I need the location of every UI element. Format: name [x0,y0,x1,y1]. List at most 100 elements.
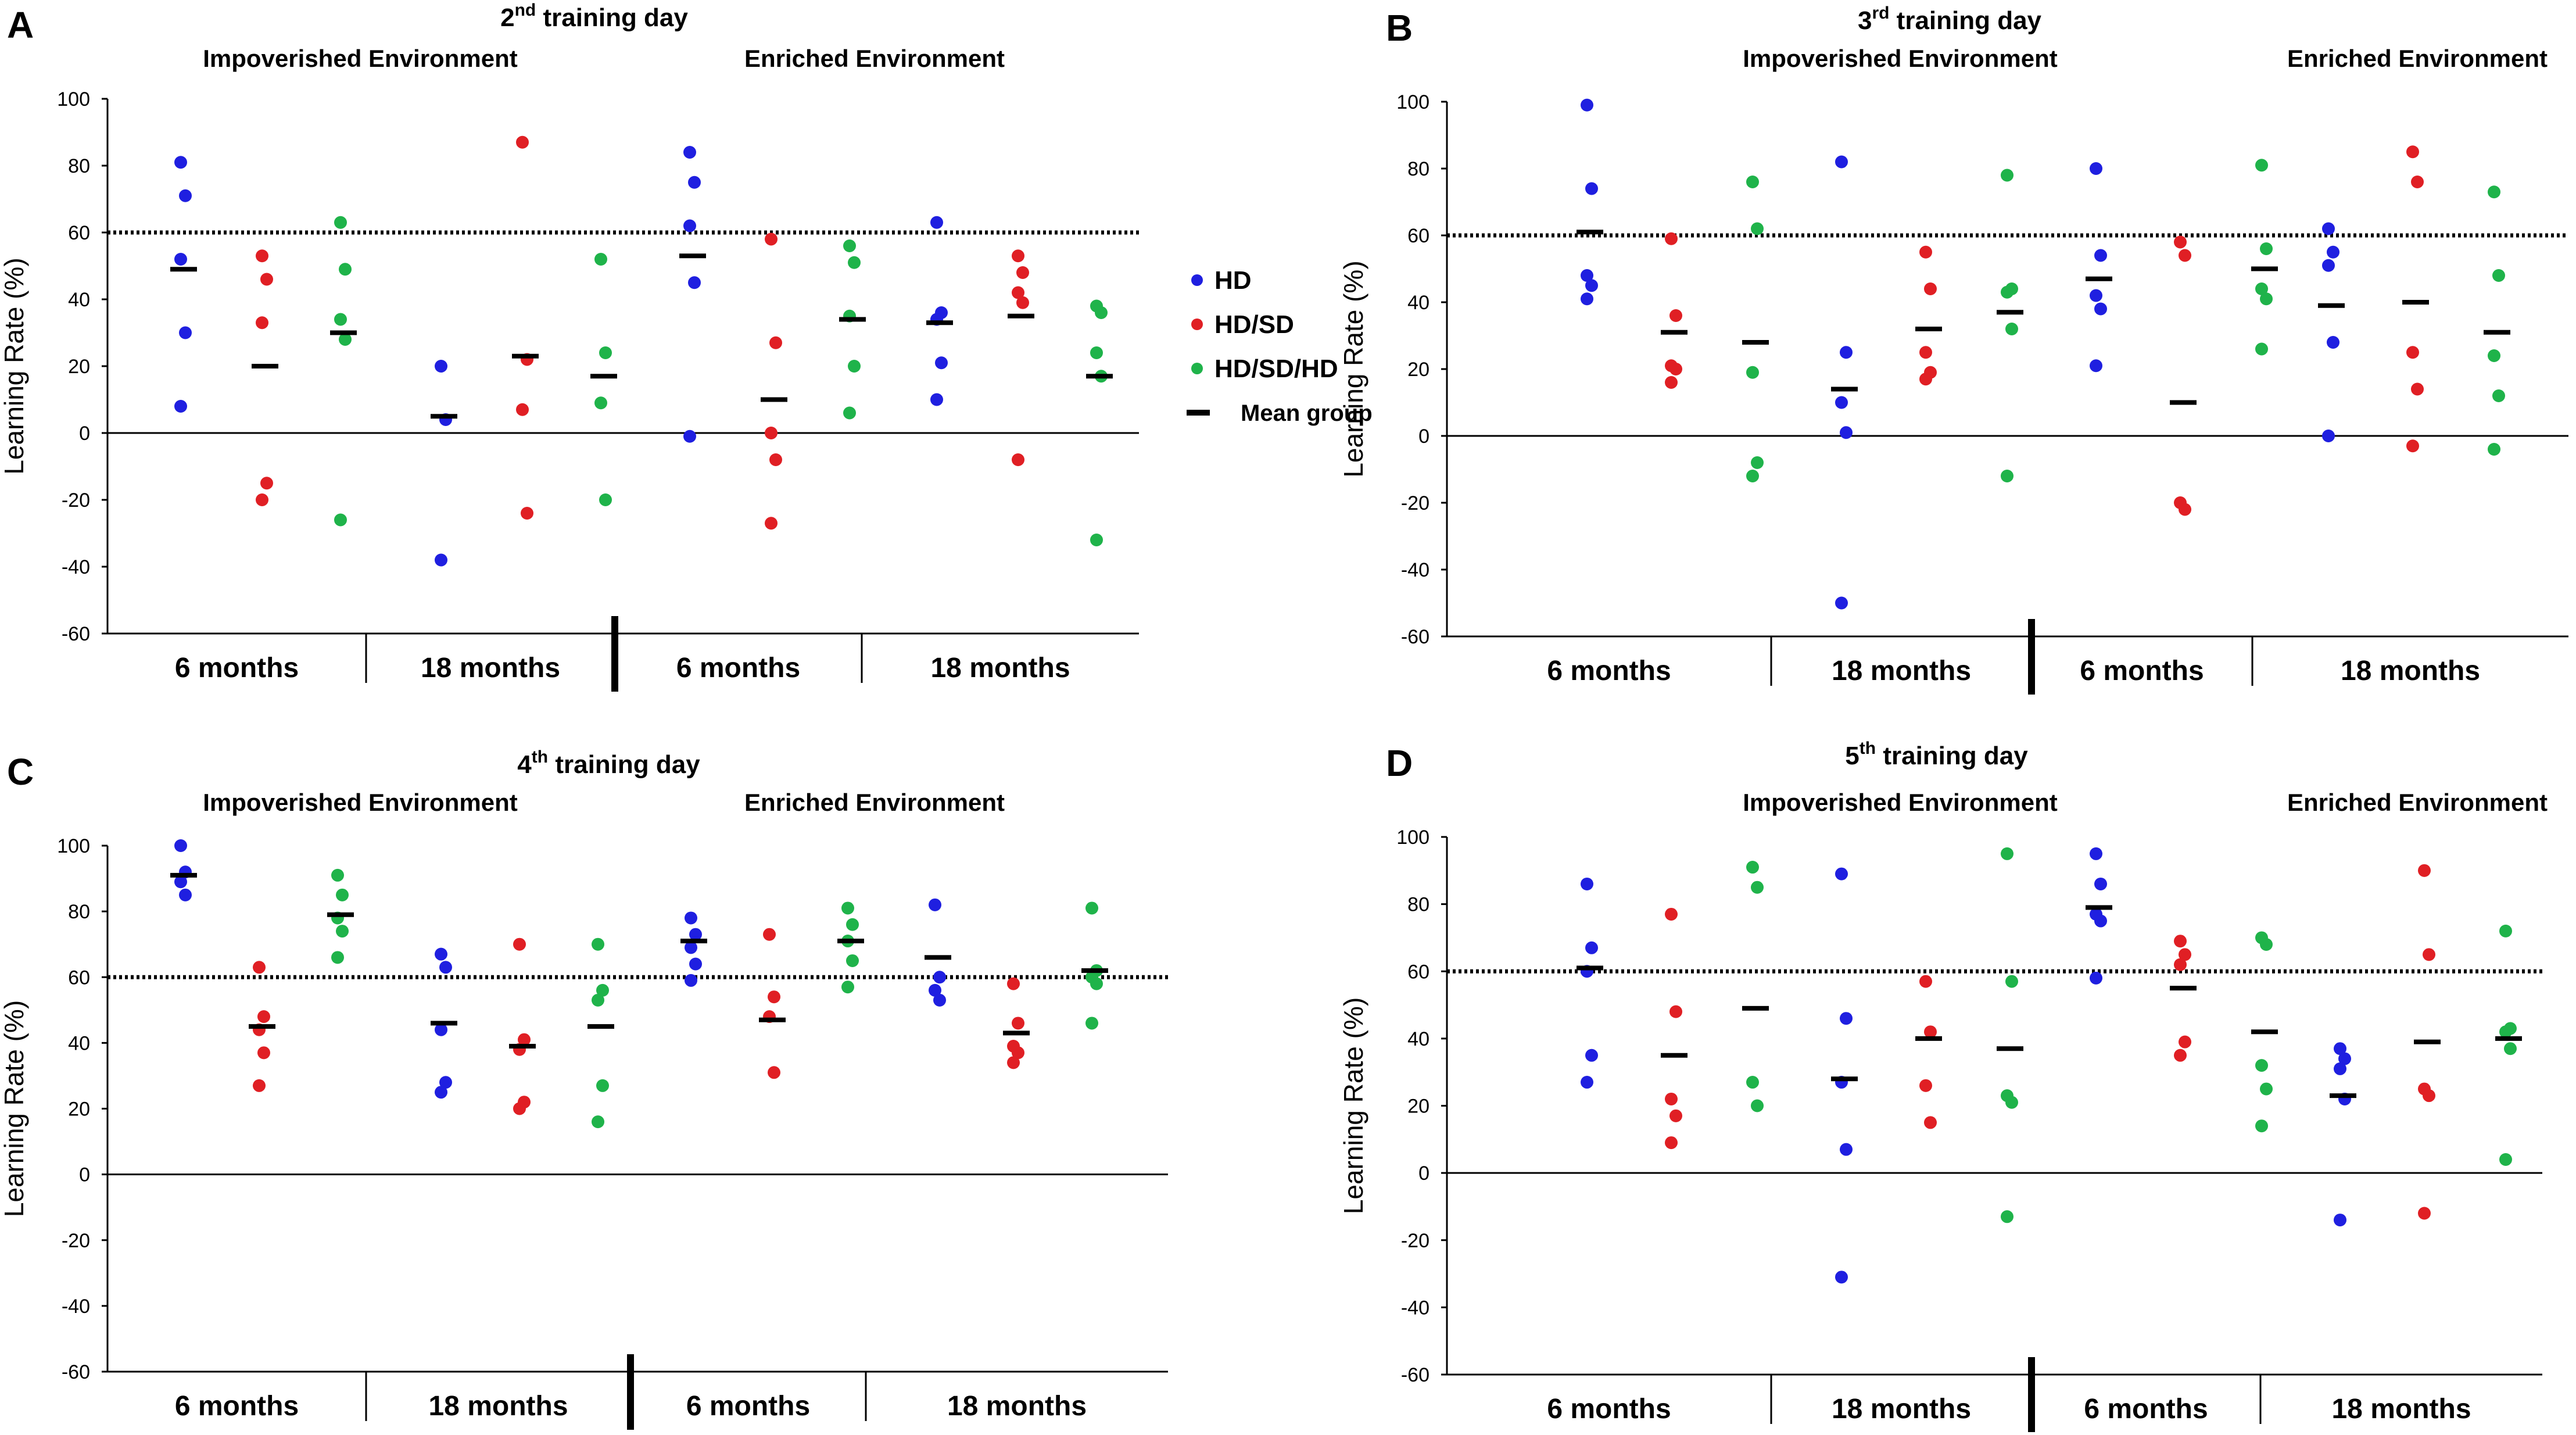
point-hd [2090,971,2102,985]
point-hd-sd [768,990,780,1004]
title-number: 3 [1858,6,1872,35]
point-hd-sd [1012,1017,1024,1030]
point-hd [685,941,697,954]
title-number: 2 [500,3,514,32]
point-hd-sd-hd [339,263,352,276]
mean-marker [2170,986,2197,991]
mean-marker [2086,905,2112,910]
point-hd-sd-hd [599,346,612,359]
point-hd [683,430,696,443]
point-hd-sd-hd [1746,1076,1759,1089]
y-tick-label: 100 [1396,91,1429,113]
point-hd-sd-hd [596,1079,609,1092]
point-hd [929,898,941,911]
point-hd-sd [2174,958,2187,971]
point-hd-sd-hd [2260,292,2273,306]
mean-marker [1915,1036,1942,1041]
title-superscript: nd [515,1,536,20]
point-hd-sd [1669,1109,1682,1122]
point-hd-sd-hd [2001,285,2013,299]
y-tick-label: -40 [62,1296,90,1318]
point-hd-sd-hd [1751,881,1764,894]
point-hd [688,276,701,289]
point-hd-sd-hd [1746,176,1759,188]
point-hd [688,176,701,189]
chart-title: 4th training day [517,747,700,779]
point-hd-sd-hd [592,1115,604,1129]
legend: HD HD/SD HD/SD/HD Mean group [1187,266,1373,426]
point-hd-sd-hd [592,937,604,951]
point-hd-sd [1665,376,1678,389]
mean-marker [759,1017,786,1022]
chart-title: 5th training day [1845,739,2028,770]
mean-marker [512,353,539,359]
title-superscript: rd [1872,3,1889,23]
point-hd-sd-hd [2504,1042,2517,1055]
mean-marker [1577,965,1603,971]
point-hd-sd [2406,346,2419,359]
y-tick-label: 0 [1418,425,1429,448]
point-hd-sd-hd [2255,1059,2268,1072]
point-hd [1581,1076,1593,1089]
point-hd-sd-hd [336,888,349,901]
point-hd [174,156,187,169]
point-hd [2327,245,2339,259]
point-hd-sd-hd [1090,977,1103,990]
point-hd-sd [1665,232,1678,245]
mean-marker [839,317,866,322]
y-tick-label: -60 [62,623,90,645]
y-tick-label: 100 [57,88,90,110]
mean-marker [761,397,787,402]
point-hd-sd [769,453,782,466]
mean-marker [679,253,706,259]
point-hd-sd [256,249,268,263]
mean-marker [2086,276,2112,281]
y-axis-label: Learning Rate (%) [0,257,29,474]
age-label: 18 months [2331,1394,2471,1425]
point-hd [689,957,702,971]
point-hd-sd [1665,1092,1678,1105]
mean-marker [1742,340,1769,345]
point-hd-sd-hd [339,333,352,346]
point-hd-sd [1007,1056,1020,1069]
y-tick-label: -40 [1401,1297,1429,1319]
mean-marker [1003,1030,1030,1036]
y-tick-label: -40 [1401,559,1429,581]
point-hd-sd [1919,346,1932,359]
point-hd-sd [516,403,529,416]
point-hd [179,326,192,339]
mean-marker [837,939,864,944]
title-number: 4 [517,750,532,779]
panel-a: A 2nd training day Impoverished Environmen… [0,1,1139,692]
env-label-impoverished: Impoverished Environment [203,45,517,72]
age-label: 18 months [428,1391,568,1422]
panel-letter: A [7,4,34,46]
point-hd [1835,1271,1848,1284]
y-tick-label: 80 [68,155,90,177]
point-hd [2334,1214,2346,1227]
mean-marker [2170,400,2197,405]
point-hd [439,1076,452,1089]
age-label: 6 months [1547,1394,1671,1425]
title-superscript: th [532,747,548,767]
point-hd-sd [2406,439,2419,453]
y-tick-label: 20 [68,356,90,378]
env-label-impoverished: Impoverished Environment [1743,45,2057,72]
point-hd-sd [1012,249,1024,263]
point-hd [1581,98,1593,112]
point-hd [685,974,697,987]
point-hd [1581,269,1593,282]
point-hd-sd [1669,363,1682,375]
point-hd [435,1023,447,1036]
point-hd [685,911,697,925]
title-number: 5 [1845,742,1859,770]
mean-marker [2484,330,2510,335]
point-hd-sd-hd [1751,456,1764,469]
panel-letter: B [1386,7,1413,49]
y-tick-label: 100 [1396,826,1429,849]
point-hd [929,983,941,997]
point-hd-sd [1665,907,1678,921]
y-axis-label: Learning Rate (%) [0,1000,29,1217]
point-hd-sd [1919,1079,1932,1092]
mean-marker [2414,1039,2441,1044]
